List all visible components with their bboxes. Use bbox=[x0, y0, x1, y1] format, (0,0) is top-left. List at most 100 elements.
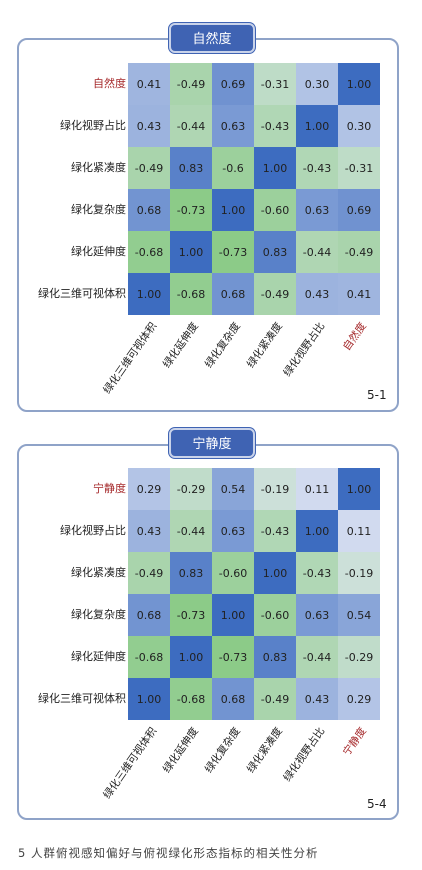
heatmap-cell: -0.49 bbox=[338, 231, 380, 273]
heatmap-cell: -0.29 bbox=[338, 636, 380, 678]
heatmap-cell: -0.68 bbox=[128, 636, 170, 678]
column-label: 绿化视野占比 bbox=[281, 725, 328, 784]
heatmap-cell: -0.73 bbox=[170, 189, 212, 231]
heatmap-cell: -0.43 bbox=[254, 105, 296, 147]
heatmap-cell: 1.00 bbox=[170, 636, 212, 678]
heatmap-cell: 0.41 bbox=[338, 273, 380, 315]
heatmap-cell: 0.43 bbox=[128, 510, 170, 552]
heatmap-cell: 0.43 bbox=[296, 273, 338, 315]
row-label: 绿化三维可视体积 bbox=[38, 287, 126, 300]
row-label: 自然度 bbox=[93, 77, 126, 90]
heatmap-cell: 0.29 bbox=[128, 468, 170, 510]
heatmap-cell: -0.49 bbox=[128, 552, 170, 594]
row-label: 绿化复杂度 bbox=[71, 608, 126, 621]
row-labels-2: 宁静度绿化视野占比绿化紧凑度绿化复杂度绿化延伸度绿化三维可视体积 bbox=[18, 468, 126, 720]
heatmap-cell: -0.44 bbox=[296, 636, 338, 678]
heatmap-cell: -0.31 bbox=[254, 63, 296, 105]
heatmap-cell: -0.73 bbox=[212, 636, 254, 678]
heatmap-cell: -0.73 bbox=[170, 594, 212, 636]
heatmap-cell: -0.60 bbox=[212, 552, 254, 594]
heatmap-cell: -0.43 bbox=[254, 510, 296, 552]
heatmap-cell: 0.68 bbox=[128, 594, 170, 636]
heatmap-cell: -0.49 bbox=[254, 273, 296, 315]
heatmap-cell: 1.00 bbox=[254, 552, 296, 594]
heatmap-cell: 1.00 bbox=[170, 231, 212, 273]
heatmap-cell: -0.19 bbox=[254, 468, 296, 510]
row-label: 宁静度 bbox=[93, 482, 126, 495]
heatmap-cell: 0.63 bbox=[296, 189, 338, 231]
heatmap-cell: -0.6 bbox=[212, 147, 254, 189]
column-label: 绿化延伸度 bbox=[160, 725, 201, 776]
heatmap-cell: 0.29 bbox=[338, 678, 380, 720]
heatmap-cell: -0.68 bbox=[170, 273, 212, 315]
heatmap-cell: -0.29 bbox=[170, 468, 212, 510]
panel-number-2: 5-4 bbox=[367, 797, 387, 811]
heatmap-cell: -0.73 bbox=[212, 231, 254, 273]
row-label: 绿化三维可视体积 bbox=[38, 692, 126, 705]
heatmap-cell: 0.11 bbox=[338, 510, 380, 552]
heatmap-cell: -0.43 bbox=[296, 552, 338, 594]
heatmap-cell: -0.44 bbox=[296, 231, 338, 273]
row-label: 绿化延伸度 bbox=[71, 650, 126, 663]
heatmap-cell: 0.63 bbox=[212, 510, 254, 552]
panel-number-1: 5-1 bbox=[367, 388, 387, 402]
heatmap-cell: 0.30 bbox=[338, 105, 380, 147]
heatmap-cell: -0.60 bbox=[254, 189, 296, 231]
column-label: 绿化紧凑度 bbox=[244, 320, 285, 371]
row-label: 绿化紧凑度 bbox=[71, 161, 126, 174]
column-label: 绿化延伸度 bbox=[160, 320, 201, 371]
row-label: 绿化视野占比 bbox=[60, 524, 126, 537]
heatmap-cell: 0.83 bbox=[254, 231, 296, 273]
heatmap-cell: 0.69 bbox=[338, 189, 380, 231]
heatmap-cell: 1.00 bbox=[338, 468, 380, 510]
heatmap-cell: -0.31 bbox=[338, 147, 380, 189]
heatmap-cell: -0.49 bbox=[170, 63, 212, 105]
heatmap-cell: 1.00 bbox=[212, 189, 254, 231]
heatmap-cell: 0.30 bbox=[296, 63, 338, 105]
column-labels-2: 绿化三维可视体积 绿化延伸度 绿化复杂度 绿化紧凑度 绿化视野占比 宁静度 bbox=[101, 721, 380, 821]
column-label: 绿化紧凑度 bbox=[244, 725, 285, 776]
heatmap-cell: -0.68 bbox=[128, 231, 170, 273]
heatmap-cell: 0.68 bbox=[212, 273, 254, 315]
heatmap-cell: -0.44 bbox=[170, 510, 212, 552]
row-label: 绿化视野占比 bbox=[60, 119, 126, 132]
heatmap-grid-1: 0.41 -0.49 0.69 -0.31 0.30 1.00 0.43 -0.44 0.63-… bbox=[128, 63, 380, 315]
heatmap-cell: 0.68 bbox=[128, 189, 170, 231]
heatmap-cell: 0.83 bbox=[170, 552, 212, 594]
column-label: 绿化复杂度 bbox=[202, 320, 243, 371]
heatmap-cell: 0.41 bbox=[128, 63, 170, 105]
heatmap-cell: 1.00 bbox=[338, 63, 380, 105]
heatmap-cell: -0.44 bbox=[170, 105, 212, 147]
row-label: 绿化紧凑度 bbox=[71, 566, 126, 579]
heatmap-cell: 1.00 bbox=[212, 594, 254, 636]
heatmap-cell: -0.49 bbox=[254, 678, 296, 720]
heatmap-cell: 0.54 bbox=[212, 468, 254, 510]
heatmap-cell: 0.43 bbox=[128, 105, 170, 147]
column-label: 绿化复杂度 bbox=[202, 725, 243, 776]
panel-title-1: 自然度 bbox=[169, 23, 255, 53]
heatmap-cell: 0.43 bbox=[296, 678, 338, 720]
row-labels-1: 自然度绿化视野占比绿化紧凑度绿化复杂度绿化延伸度绿化三维可视体积 bbox=[18, 63, 126, 315]
heatmap-cell: 0.11 bbox=[296, 468, 338, 510]
panel-title-2: 宁静度 bbox=[169, 428, 255, 458]
column-labels-1: 绿化三维可视体积 绿化延伸度 绿化复杂度 绿化紧凑度 绿化视野占比 自然度 bbox=[101, 316, 380, 416]
heatmap-cell: -0.68 bbox=[170, 678, 212, 720]
heatmap-cell: 0.83 bbox=[254, 636, 296, 678]
heatmap-cell: 0.69 bbox=[212, 63, 254, 105]
figure-caption: 5 人群俯视感知偏好与俯视绿化形态指标的相关性分析 bbox=[18, 846, 319, 860]
heatmap-cell: -0.43 bbox=[296, 147, 338, 189]
row-label: 绿化延伸度 bbox=[71, 245, 126, 258]
heatmap-grid-2: 0.29 -0.29 0.54 -0.19 0.11 1.00 0.43 -0.44 0.63-… bbox=[128, 468, 380, 720]
heatmap-cell: 0.63 bbox=[296, 594, 338, 636]
heatmap-cell: -0.49 bbox=[128, 147, 170, 189]
heatmap-cell: -0.60 bbox=[254, 594, 296, 636]
heatmap-cell: 0.68 bbox=[212, 678, 254, 720]
column-label: 宁静度 bbox=[340, 725, 369, 759]
heatmap-cell: 1.00 bbox=[254, 147, 296, 189]
column-label: 自然度 bbox=[340, 320, 369, 354]
heatmap-cell: 0.54 bbox=[338, 594, 380, 636]
heatmap-cell: 1.00 bbox=[128, 273, 170, 315]
row-label: 绿化复杂度 bbox=[71, 203, 126, 216]
heatmap-cell: 0.83 bbox=[170, 147, 212, 189]
heatmap-cell: 1.00 bbox=[296, 510, 338, 552]
